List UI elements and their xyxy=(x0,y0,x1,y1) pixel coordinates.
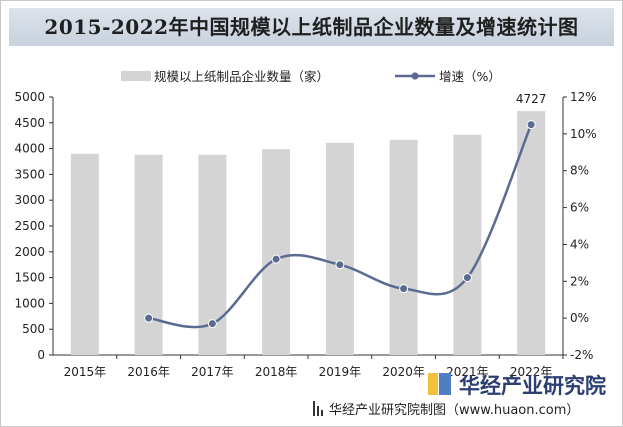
x-tick-label: 2022年 xyxy=(510,365,553,379)
legend: 规模以上纸制品企业数量（家） 增速（%） xyxy=(121,69,501,84)
legend-line-label: 增速（%） xyxy=(439,69,501,84)
bar xyxy=(134,154,163,355)
y-right-tick-label: 12% xyxy=(570,90,597,104)
y-right-tick-label: 2% xyxy=(570,274,589,288)
bar xyxy=(325,142,354,355)
x-tick-label: 2015年 xyxy=(64,365,107,379)
x-tick-label: 2017年 xyxy=(191,365,234,379)
growth-point xyxy=(271,254,281,264)
y-right-tick-label: 4% xyxy=(570,237,589,251)
bar-data-label: 4727 xyxy=(516,92,547,106)
growth-point xyxy=(207,319,217,329)
x-tick-label: 2018年 xyxy=(255,365,298,379)
growth-point xyxy=(335,260,345,270)
y-right-tick-label: -2% xyxy=(570,348,593,362)
x-tick-label: 2021年 xyxy=(446,365,489,379)
y-left-tick-label: 5000 xyxy=(14,90,45,104)
chart-title: 2015-2022年中国规模以上纸制品企业数量及增速统计图 xyxy=(44,15,579,39)
y-left-tick-label: 1000 xyxy=(14,296,45,310)
y-left-tick-label: 500 xyxy=(22,322,45,336)
legend-bar-label: 规模以上纸制品企业数量（家） xyxy=(154,69,329,84)
growth-point xyxy=(144,313,154,323)
bar xyxy=(70,153,99,355)
y-right-tick-label: 8% xyxy=(570,164,589,178)
plot-area: 0 500 1000 1500 2000 2500 3000 3500 4000 4500 5000… xyxy=(14,90,596,379)
x-tick-label: 2020年 xyxy=(382,365,425,379)
legend-bar-swatch xyxy=(121,71,151,81)
y-right-tick-label: 6% xyxy=(570,201,589,215)
y-left-tick-label: 4000 xyxy=(14,142,45,156)
y-left-tick-label: 3500 xyxy=(14,167,45,181)
y-left-tick-label: 4500 xyxy=(14,116,45,130)
growth-point xyxy=(399,284,409,294)
bar xyxy=(453,134,482,355)
bar xyxy=(389,139,418,355)
source-note: 华经产业研究院制图（www.huaon.com） xyxy=(329,403,580,418)
bar-chart-icon xyxy=(313,401,323,416)
growth-point xyxy=(462,273,472,283)
growth-point xyxy=(526,120,536,130)
y-left-tick-label: 3000 xyxy=(14,193,45,207)
x-tick-label: 2016年 xyxy=(127,365,170,379)
title-bar: 2015-2022年中国规模以上纸制品企业数量及增速统计图 xyxy=(9,8,614,46)
y-left-tick-label: 1500 xyxy=(14,271,45,285)
legend-line-marker xyxy=(411,72,419,80)
bar xyxy=(262,149,291,355)
logo-text: 华经产业研究院 xyxy=(459,374,606,398)
y-left-tick-label: 2000 xyxy=(14,245,45,259)
logo-icon xyxy=(427,371,453,397)
y-right-tick-label: 10% xyxy=(570,127,597,141)
y-left-tick-label: 0 xyxy=(37,348,45,362)
x-tick-label: 2019年 xyxy=(319,365,362,379)
y-left-tick-label: 2500 xyxy=(14,219,45,233)
y-right-tick-label: 0% xyxy=(570,311,589,325)
